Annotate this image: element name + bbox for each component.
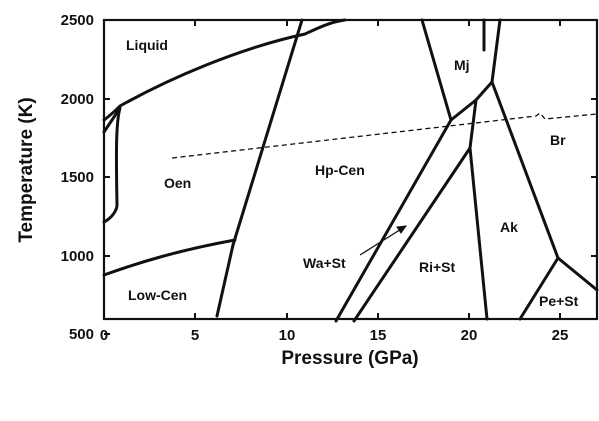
x-tick-label: 0 — [100, 327, 108, 344]
region-label-ri-st: Ri+St — [419, 259, 456, 275]
y-axis-title: Temperature (K) — [16, 97, 37, 242]
region-label-mj: Mj — [454, 57, 470, 73]
region-label-br: Br — [550, 132, 566, 148]
region-label-ak: Ak — [500, 219, 518, 235]
y-tick-labels: 500 1000 1500 2000 2500 — [61, 12, 94, 343]
dashed-adiabat-line — [171, 112, 598, 159]
region-labels: Liquid Oen Hp-Cen Low-Cen Mj Br Ak Wa+St… — [126, 37, 579, 309]
x-axis-title: Pressure (GPa) — [281, 348, 418, 369]
region-label-hp-cen: Hp-Cen — [315, 162, 365, 178]
y-tick-label: 2500 — [61, 12, 94, 29]
x-axis-ticks — [103, 20, 561, 319]
wa-st-left-boundary — [334, 118, 453, 323]
wa-st-arrow — [359, 225, 408, 256]
y-axis-ticks — [104, 19, 597, 335]
ak-br-boundary — [490, 80, 560, 260]
region-label-oen: Oen — [164, 175, 191, 191]
oen-liquid-boundary — [102, 106, 122, 224]
low-cen-hp-cen-boundary — [215, 243, 235, 318]
oen-hp-cen-boundary — [231, 18, 304, 247]
ri-st-left-boundary — [352, 98, 478, 323]
y-tick-label: 500 — [69, 326, 94, 343]
mj-br-boundary — [449, 18, 502, 122]
low-cen-oen-boundary — [102, 238, 237, 277]
x-tick-labels: 0 5 10 15 20 25 — [100, 327, 569, 344]
region-label-liquid: Liquid — [126, 37, 168, 53]
region-label-low-cen: Low-Cen — [128, 287, 187, 303]
region-label-wa-st: Wa+St — [303, 255, 346, 271]
x-tick-label: 25 — [552, 327, 569, 344]
y-tick-label: 2000 — [61, 91, 94, 108]
y-tick-label: 1500 — [61, 169, 94, 186]
x-tick-label: 15 — [370, 327, 387, 344]
x-tick-label: 10 — [279, 327, 296, 344]
x-tick-label: 20 — [461, 327, 478, 344]
pe-st-br-boundary — [556, 256, 599, 292]
melting-curve — [102, 18, 347, 122]
phase-boundaries — [102, 18, 599, 323]
plot-frame — [102, 18, 599, 321]
y-tick-label: 1000 — [61, 248, 94, 265]
region-label-pe-st: Pe+St — [539, 293, 579, 309]
hp-cen-mj-boundary — [420, 18, 453, 122]
x-tick-label: 5 — [191, 327, 199, 344]
pe-st-ak-boundary — [518, 256, 560, 321]
ri-st-ak-boundary — [468, 146, 489, 321]
